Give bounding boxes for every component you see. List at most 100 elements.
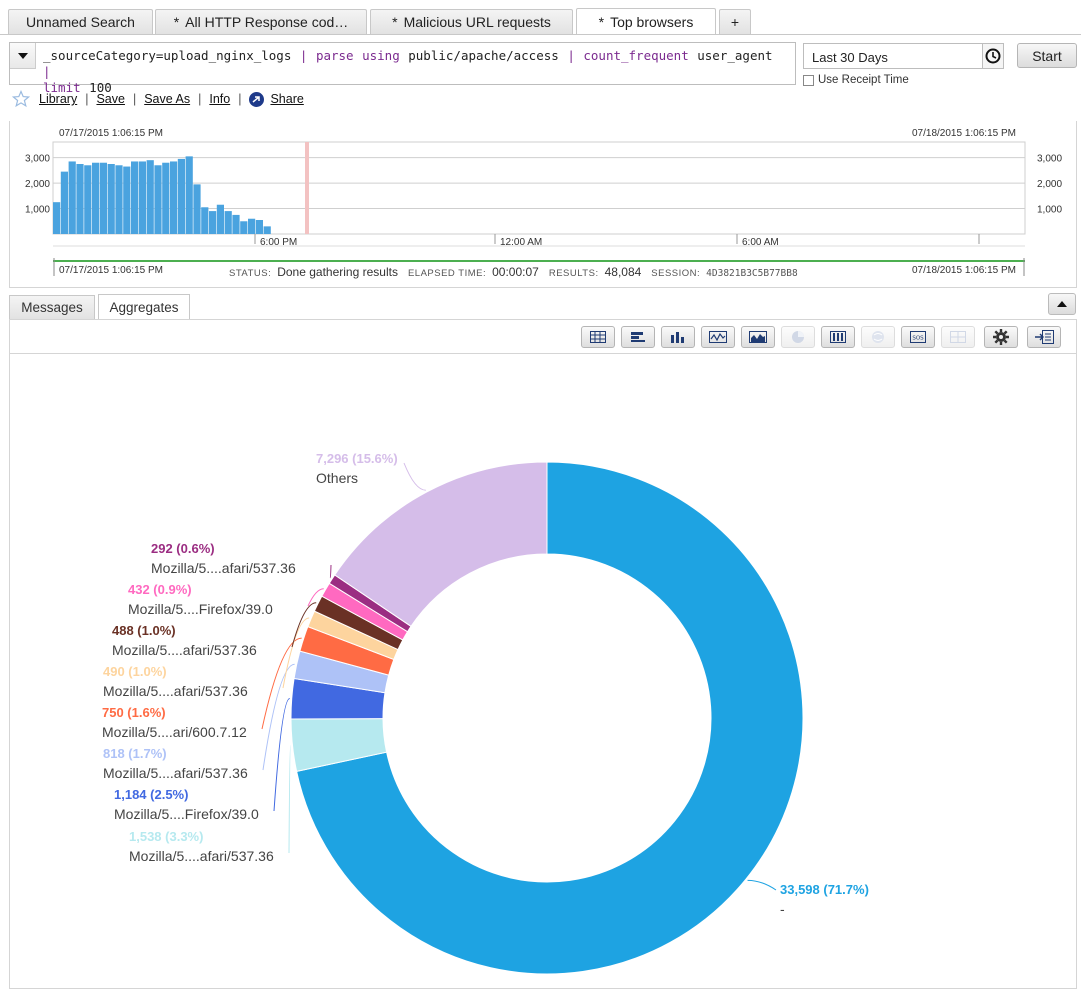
receipt-time-label: Use Receipt Time bbox=[818, 74, 909, 86]
histogram-bar[interactable] bbox=[162, 162, 170, 234]
line-chart-icon bbox=[709, 331, 727, 343]
tab-messages[interactable]: Messages bbox=[9, 295, 95, 319]
collapse-histogram-button[interactable] bbox=[1048, 293, 1076, 315]
histogram-bar[interactable] bbox=[84, 165, 92, 234]
time-picker-button[interactable] bbox=[982, 43, 1004, 69]
share-icon[interactable] bbox=[249, 91, 265, 107]
histogram-bar[interactable] bbox=[240, 221, 248, 234]
range-start-timestamp: 07/17/2015 1:06:15 PM bbox=[59, 265, 163, 276]
tab-label: Messages bbox=[21, 300, 83, 315]
time-range-value: Last 30 Days bbox=[812, 50, 888, 65]
start-button[interactable]: Start bbox=[1017, 43, 1077, 68]
library-link[interactable]: Library bbox=[39, 92, 78, 106]
receipt-time-option[interactable]: Use Receipt Time bbox=[803, 74, 909, 86]
box-chart-icon bbox=[830, 331, 846, 343]
query-options-dropdown[interactable] bbox=[10, 43, 36, 69]
histogram-x-label: 6:00 PM bbox=[260, 237, 297, 248]
link-separator: | bbox=[238, 92, 242, 106]
histogram-bar[interactable] bbox=[115, 165, 123, 234]
tab-http-response-codes[interactable]: * All HTTP Response cod… bbox=[155, 9, 367, 34]
tab-label: Top browsers bbox=[610, 14, 694, 30]
histogram-bar[interactable] bbox=[154, 165, 162, 234]
query-segment: _sourceCategory=upload_nginx_logs bbox=[43, 48, 300, 63]
save-as-link[interactable]: Save As bbox=[144, 92, 191, 106]
new-tab-button[interactable]: + bbox=[719, 9, 751, 34]
histogram-bar[interactable] bbox=[60, 171, 68, 234]
histogram-bar[interactable] bbox=[177, 158, 185, 234]
combo-chart-button[interactable] bbox=[941, 326, 975, 348]
histogram-bar[interactable] bbox=[53, 202, 61, 234]
settings-button[interactable] bbox=[984, 326, 1018, 348]
donut-slice[interactable] bbox=[296, 461, 804, 975]
histogram-bar[interactable] bbox=[248, 218, 256, 234]
query-pipe: | bbox=[567, 48, 584, 63]
link-separator: | bbox=[85, 92, 89, 106]
info-link[interactable]: Info bbox=[209, 92, 231, 106]
results-value: 48,084 bbox=[604, 265, 642, 279]
histogram-y-tick-right: 2,000 bbox=[1037, 179, 1062, 190]
histogram-bar[interactable] bbox=[185, 156, 193, 234]
histogram-bar[interactable] bbox=[123, 166, 131, 234]
query-editor[interactable]: _sourceCategory=upload_nginx_logs | pars… bbox=[9, 42, 796, 95]
results-label: RESULTS: bbox=[548, 268, 599, 279]
histogram-bar[interactable] bbox=[232, 214, 240, 234]
query-pipe: | bbox=[43, 64, 51, 79]
histogram-bar[interactable] bbox=[224, 211, 232, 234]
histogram-bar[interactable] bbox=[216, 204, 224, 234]
box-chart-button[interactable] bbox=[821, 326, 855, 348]
bar-chart-button[interactable] bbox=[621, 326, 655, 348]
star-icon[interactable] bbox=[12, 90, 30, 108]
tab-top-browsers[interactable]: * Top browsers bbox=[576, 8, 716, 35]
histogram-bar[interactable] bbox=[92, 162, 100, 234]
query-text[interactable]: _sourceCategory=upload_nginx_logs | pars… bbox=[43, 48, 783, 96]
histogram-bar[interactable] bbox=[99, 162, 107, 234]
histogram-bar[interactable] bbox=[146, 160, 154, 234]
add-to-dashboard-button[interactable] bbox=[1027, 326, 1061, 348]
histogram-bar[interactable] bbox=[76, 164, 84, 234]
table-view-button[interactable] bbox=[581, 326, 615, 348]
gear-icon bbox=[993, 329, 1009, 345]
tab-label: All HTTP Response cod… bbox=[185, 14, 349, 30]
histogram-chart[interactable]: 3,000 3,000 2,000 2,000 1,000 1,000 6:00 PM 12:… bbox=[0, 0, 1081, 290]
tab-label: Aggregates bbox=[109, 300, 179, 315]
modified-marker: * bbox=[598, 14, 605, 30]
receipt-time-checkbox[interactable] bbox=[803, 74, 814, 86]
area-chart-button[interactable] bbox=[741, 326, 775, 348]
tab-divider bbox=[0, 34, 1081, 35]
query-operator: limit bbox=[43, 80, 81, 95]
sos-chart-button[interactable]: SOS bbox=[901, 326, 935, 348]
area-chart-icon bbox=[749, 331, 767, 343]
histogram-bar[interactable] bbox=[138, 161, 146, 234]
share-link[interactable]: Share bbox=[270, 92, 304, 106]
histogram-x-label: 6:00 AM bbox=[742, 237, 779, 248]
map-chart-button[interactable] bbox=[861, 326, 895, 348]
histogram-bar[interactable] bbox=[68, 161, 76, 234]
histogram-bar[interactable] bbox=[201, 207, 209, 234]
histogram-bar[interactable] bbox=[263, 226, 271, 234]
save-link[interactable]: Save bbox=[96, 92, 125, 106]
histogram-bar[interactable] bbox=[170, 161, 178, 234]
column-chart-button[interactable] bbox=[661, 326, 695, 348]
tab-label: Unnamed Search bbox=[26, 14, 135, 30]
histogram-bar[interactable] bbox=[193, 184, 201, 234]
search-tab-bar: Unnamed Search * All HTTP Response cod… … bbox=[0, 0, 1081, 35]
session-value: 4D3821B3C5B77BB8 bbox=[706, 268, 798, 279]
tab-aggregates[interactable]: Aggregates bbox=[98, 294, 190, 320]
histogram-y-tick-left: 2,000 bbox=[25, 179, 50, 190]
table-view-icon bbox=[590, 331, 606, 343]
histogram-bar[interactable] bbox=[255, 220, 263, 234]
pie-chart-button[interactable] bbox=[781, 326, 815, 348]
tab-malicious-url-requests[interactable]: * Malicious URL requests bbox=[370, 9, 573, 34]
histogram-bar[interactable] bbox=[209, 211, 217, 234]
histogram-bar[interactable] bbox=[107, 164, 115, 234]
combo-chart-icon bbox=[950, 331, 966, 343]
bar-chart-icon bbox=[631, 332, 645, 342]
status-value: Done gathering results bbox=[277, 265, 398, 279]
donut-slice[interactable] bbox=[334, 461, 548, 628]
modified-marker: * bbox=[392, 14, 398, 30]
pie-chart-icon bbox=[792, 331, 804, 343]
tab-unnamed-search[interactable]: Unnamed Search bbox=[8, 9, 153, 34]
histogram-bar[interactable] bbox=[131, 161, 139, 234]
line-chart-button[interactable] bbox=[701, 326, 735, 348]
histogram-y-tick-right: 3,000 bbox=[1037, 154, 1062, 165]
